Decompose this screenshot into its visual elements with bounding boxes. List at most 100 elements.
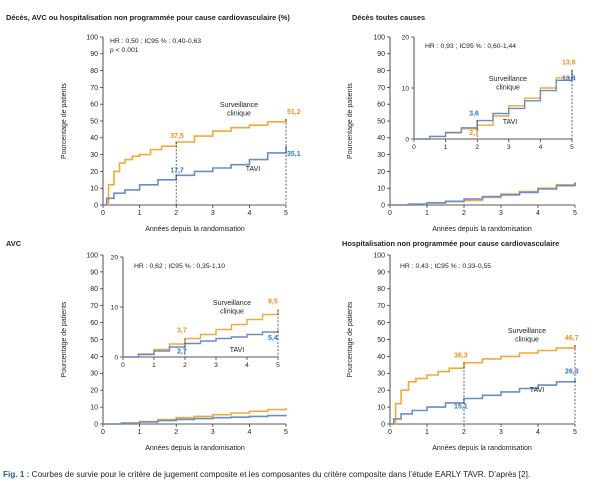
chart-deces-x-tick-label: 3 — [499, 210, 503, 217]
chart-deces-y-tick-label: 80 — [377, 68, 385, 75]
chart-hospit-y-tick-label: 90 — [377, 269, 385, 276]
chart-deces-series-0-line — [390, 182, 576, 206]
figure-caption: Fig. 1 : Courbes de survie pour le critè… — [3, 470, 597, 479]
chart-composite-y-tick-label: 30 — [90, 152, 98, 159]
chart-deces-inset-x-tick-label: 3 — [507, 144, 511, 151]
chart-hospit-stat-line: HR : 0,43 ; IC95 % : 0,33-0,55 — [400, 263, 491, 270]
chart-avc-y-tick-label: 90 — [90, 269, 98, 276]
chart-deces-inset-x-tick-label: 0 — [412, 144, 416, 151]
chart-hospit: Hospitalisation non programmée pour caus… — [342, 239, 579, 452]
chart-avc-x-tick-label: 0 — [101, 429, 105, 436]
chart-deces-inset-y-tick-label: 10 — [402, 85, 410, 92]
chart-hospit-y-tick-label: 70 — [377, 303, 385, 310]
chart-composite-value-label: 17,7 — [170, 167, 184, 174]
chart-hospit-x-label: Années depuis la randomisation — [432, 445, 532, 452]
chart-composite-stat-line: HR : 0,50 ; IC95 % : 0,40-0,63 — [110, 38, 201, 45]
chart-composite-stat-line: p < 0,001 — [110, 47, 139, 54]
chart-composite-x-tick-label: 4 — [247, 210, 251, 217]
chart-composite-y-tick-label: 100 — [86, 34, 98, 41]
chart-composite-x-tick-label: 0 — [101, 210, 105, 217]
chart-hospit-x-tick-label: 2 — [462, 429, 466, 436]
chart-deces-x-tick-label: 5 — [573, 210, 577, 217]
chart-hospit-series-1-line — [390, 379, 576, 425]
chart-deces-series-name-label: TAVI — [503, 119, 518, 126]
chart-hospit-y-tick-label: 30 — [377, 371, 385, 378]
chart-hospit-y-tick-label: 50 — [377, 337, 385, 344]
chart-deces-inset-bg — [396, 31, 576, 153]
chart-composite-x-label: Années depuis la randomisation — [145, 226, 245, 233]
chart-deces-y-tick-label: 100 — [373, 34, 385, 41]
chart-deces-inset-x-tick-label: 5 — [570, 144, 574, 151]
chart-deces-x-tick-label: 1 — [425, 210, 429, 217]
chart-hospit-value-label: 15,1 — [454, 403, 468, 410]
chart-composite-value-label: 35,1 — [287, 151, 301, 158]
chart-avc-inset-y-tick-label: 20 — [111, 254, 119, 261]
chart-hospit-x-tick-label: 4 — [536, 429, 540, 436]
chart-hospit-series-0-line — [390, 345, 576, 425]
chart-avc-y-tick-label: 80 — [90, 286, 98, 293]
chart-avc-x-tick-label: 4 — [247, 429, 251, 436]
chart-hospit-x-tick-label: 1 — [425, 429, 429, 436]
chart-avc-y-tick-label: 50 — [90, 337, 98, 344]
chart-avc-value-label: 3,7 — [177, 328, 187, 335]
chart-composite: Décès, AVC ou hospitalisation non progra… — [6, 13, 301, 233]
chart-hospit-y-tick-label: 60 — [377, 320, 385, 327]
chart-avc-y-tick-label: 60 — [90, 320, 98, 327]
chart-avc-x-tick-label: 2 — [174, 429, 178, 436]
chart-avc-x-tick-label: 3 — [211, 429, 215, 436]
chart-avc-inset-x-tick-label: 1 — [152, 362, 156, 369]
chart-avc-inset-series-1-line — [123, 330, 279, 358]
chart-deces-series-1-line — [390, 182, 576, 206]
chart-avc-x-label: Années depuis la randomisation — [145, 445, 245, 452]
chart-deces-y-tick-label: 10 — [377, 186, 385, 193]
chart-deces-y-tick-label: 70 — [377, 85, 385, 92]
chart-deces-inset: 0 1 2 3 4 5 0 10 20 HR : 0,93 ; IC95 % : 0,60-1,4… — [396, 31, 576, 153]
chart-deces-y-tick-label: 60 — [377, 102, 385, 109]
chart-avc-y-tick-label: 100 — [86, 252, 98, 259]
chart-avc-x-tick-label: 1 — [138, 429, 142, 436]
chart-avc-y-tick-label: 30 — [90, 371, 98, 378]
chart-avc-inset-y-tick-label: 0 — [114, 354, 118, 361]
chart-composite-y-tick-label: 20 — [90, 169, 98, 176]
chart-avc-inset-x-tick-label: 3 — [214, 362, 218, 369]
chart-hospit-x-tick-label: 0 — [388, 429, 392, 436]
chart-avc-series-name-label: Surveillance — [213, 300, 251, 307]
chart-composite-y-tick-label: 80 — [90, 68, 98, 75]
chart-composite-value-label: 37,5 — [170, 133, 184, 140]
chart-avc-x-tick-label: 5 — [284, 429, 288, 436]
chart-composite-y-label: Pourcentage de patients — [61, 83, 68, 159]
chart-deces-inset-y-tick-label: 0 — [405, 136, 409, 143]
chart-composite-y-tick-label: 40 — [90, 135, 98, 142]
chart-avc-y-tick-label: 20 — [90, 388, 98, 395]
chart-composite-x-tick-label: 2 — [174, 210, 178, 217]
chart-deces-series-name-label: Surveillance — [489, 76, 527, 83]
chart-deces-y-label: Pourcentage de patients — [347, 83, 354, 159]
chart-composite-value-label: 51,2 — [287, 109, 301, 116]
chart-deces-x-tick-label: 2 — [462, 210, 466, 217]
chart-avc-stat-line: HR : 0,62 ; IC95 % : 0,35-1,10 — [134, 263, 225, 270]
chart-hospit-title: Hospitalisation non programmée pour caus… — [342, 239, 559, 248]
chart-hospit-x-tick-label: 3 — [499, 429, 503, 436]
chart-avc-series-name-label: TAVI — [230, 347, 245, 354]
chart-deces-series-name-label: clinique — [496, 85, 520, 92]
chart-avc-y-tick-label: 40 — [90, 354, 98, 361]
chart-deces-inset-y-tick-label: 20 — [402, 34, 410, 41]
chart-deces-x-tick-label: 4 — [536, 210, 540, 217]
chart-avc-inset-x-tick-label: 2 — [183, 362, 187, 369]
chart-hospit-y-tick-label: 0 — [381, 421, 385, 428]
chart-deces-inset-x-tick-label: 1 — [444, 144, 448, 151]
chart-avc-title: AVC — [6, 239, 22, 248]
chart-deces-value-label: 3,6 — [469, 111, 479, 118]
chart-avc-series-1-line — [103, 414, 287, 425]
chart-composite-x-tick-label: 3 — [211, 210, 215, 217]
caption-prefix: Fig. 1 : — [3, 470, 30, 479]
chart-deces-title: Décès toutes causes — [352, 13, 425, 22]
chart-deces-x-label: Années depuis la randomisation — [432, 226, 532, 233]
chart-avc-inset-x-tick-label: 4 — [245, 362, 249, 369]
chart-deces-y-tick-label: 0 — [381, 202, 385, 209]
chart-composite-series-name-label: clinique — [227, 111, 251, 118]
chart-hospit-series-name-label: TAVI — [530, 387, 545, 394]
